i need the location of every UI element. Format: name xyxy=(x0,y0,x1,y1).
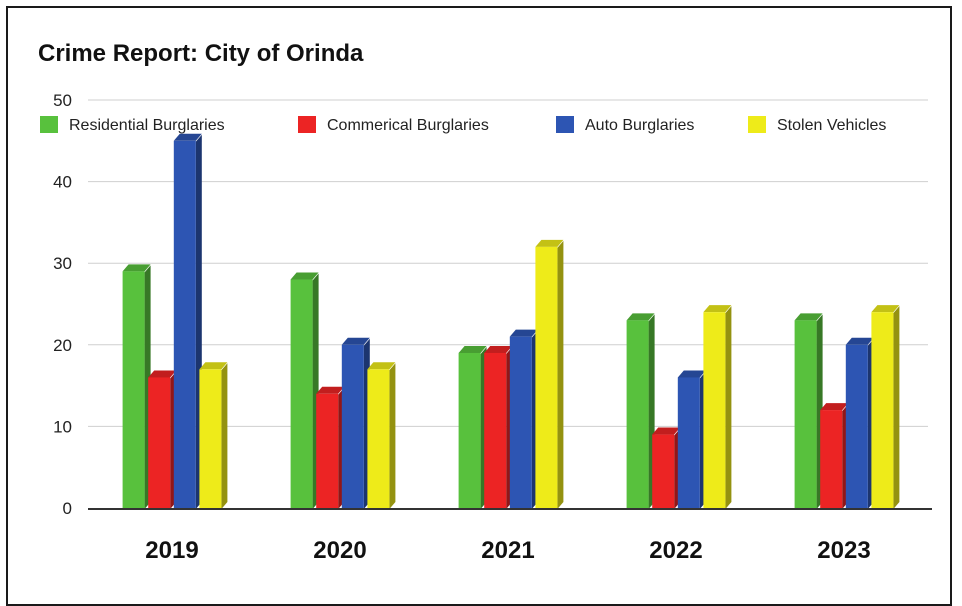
axes: 0 10 20 30 40 50 2019 2020 2021 2022 2023 xyxy=(53,91,932,564)
bar-commerical-burglaries-2020 xyxy=(316,386,345,509)
bar-group-2019 xyxy=(122,133,228,510)
bar-commerical-burglaries-2019 xyxy=(148,370,177,509)
bar-stolen-vehicles-2020 xyxy=(367,362,396,509)
legend-swatch xyxy=(748,116,766,133)
bar-auto-burglaries-2021 xyxy=(509,329,538,509)
legend-item-auto-burglaries: Auto Burglaries xyxy=(556,116,694,134)
bar-residential-burglaries-2022 xyxy=(626,313,655,509)
legend-swatch xyxy=(298,116,316,133)
y-tick-label: 40 xyxy=(53,173,72,192)
y-tick-label: 10 xyxy=(53,417,72,436)
x-category-label: 2020 xyxy=(313,537,366,564)
bar-auto-burglaries-2019 xyxy=(173,133,202,510)
y-tick-label: 20 xyxy=(53,336,72,355)
x-category-label: 2019 xyxy=(145,537,198,564)
bar-group-2023 xyxy=(794,305,900,509)
y-tick-label: 0 xyxy=(63,499,72,518)
bar-auto-burglaries-2022 xyxy=(677,370,706,509)
legend: Residential Burglaries Commerical Burglar… xyxy=(40,116,886,134)
bar-stolen-vehicles-2021 xyxy=(535,239,564,509)
legend-swatch xyxy=(556,116,574,133)
x-category-label: 2022 xyxy=(649,537,702,564)
bar-residential-burglaries-2023 xyxy=(794,313,823,509)
legend-label: Residential Burglaries xyxy=(69,117,225,134)
legend-item-residential-burglaries: Residential Burglaries xyxy=(40,116,225,134)
bar-residential-burglaries-2021 xyxy=(458,345,487,509)
bar-stolen-vehicles-2023 xyxy=(871,305,900,509)
bar-group-2020 xyxy=(290,272,396,509)
bar-stolen-vehicles-2019 xyxy=(199,362,228,509)
bar-commerical-burglaries-2022 xyxy=(652,427,681,509)
bar-group-2021 xyxy=(458,239,564,509)
bar-residential-burglaries-2020 xyxy=(290,272,319,509)
legend-swatch xyxy=(40,116,58,133)
bar-chart: 0 10 20 30 40 50 2019 2020 2021 2022 2023 Resident… xyxy=(40,91,932,564)
gridlines xyxy=(88,99,928,427)
legend-label: Commerical Burglaries xyxy=(327,117,489,134)
x-category-label: 2021 xyxy=(481,537,534,564)
bar-group-2022 xyxy=(626,305,732,509)
legend-label: Stolen Vehicles xyxy=(777,117,886,134)
bar-auto-burglaries-2020 xyxy=(341,337,370,509)
bar-groups xyxy=(122,133,900,510)
legend-item-commerical-burglaries: Commerical Burglaries xyxy=(298,116,489,134)
y-tick-label: 30 xyxy=(53,254,72,273)
chart-title: Crime Report: City of Orinda xyxy=(38,40,364,67)
x-category-label: 2023 xyxy=(817,537,870,564)
bar-auto-burglaries-2023 xyxy=(845,337,874,509)
legend-item-stolen-vehicles: Stolen Vehicles xyxy=(748,116,886,134)
y-tick-label: 50 xyxy=(53,91,72,110)
bar-commerical-burglaries-2023 xyxy=(820,403,849,509)
legend-label: Auto Burglaries xyxy=(585,117,694,134)
bar-commerical-burglaries-2021 xyxy=(484,345,513,509)
bar-stolen-vehicles-2022 xyxy=(703,305,732,509)
bar-residential-burglaries-2019 xyxy=(122,264,151,509)
